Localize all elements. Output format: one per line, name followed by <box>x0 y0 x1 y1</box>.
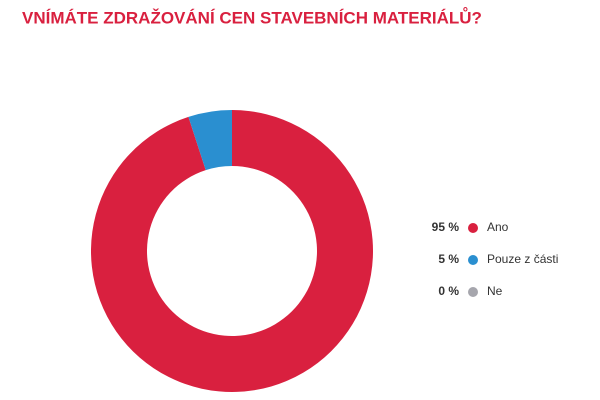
legend-swatch <box>468 255 478 265</box>
legend-swatch <box>468 223 478 233</box>
legend-swatch <box>468 287 478 297</box>
legend-value: 5 % <box>438 252 459 266</box>
donut-slice <box>90 110 373 392</box>
chart-title: VNÍMÁTE ZDRAŽOVÁNÍ CEN STAVEBNÍCH MATERI… <box>22 7 482 27</box>
donut-slice <box>188 110 232 171</box>
legend-label: Ano <box>487 220 509 234</box>
legend-label: Ne <box>487 284 503 298</box>
legend-label: Pouze z části <box>487 252 558 266</box>
legend-value: 0 % <box>438 284 459 298</box>
legend-value: 95 % <box>432 220 460 234</box>
